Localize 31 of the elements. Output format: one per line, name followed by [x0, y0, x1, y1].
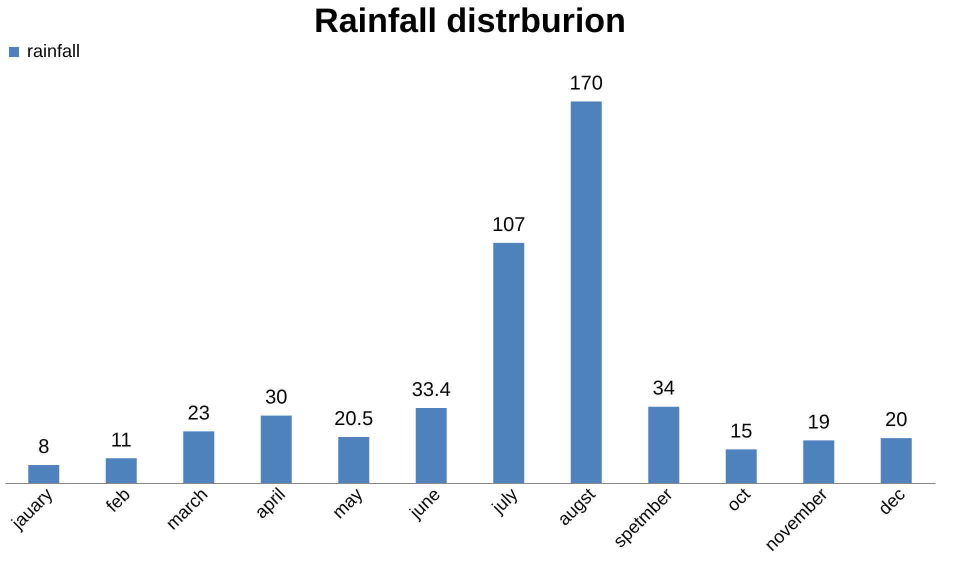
- bar: [648, 406, 680, 483]
- bar: [493, 242, 524, 483]
- data-label: 8: [38, 436, 50, 458]
- data-label: 23: [188, 402, 210, 424]
- bar: [880, 438, 912, 483]
- data-label: 170: [570, 72, 603, 94]
- bar: [106, 458, 137, 483]
- data-label: 30: [265, 386, 288, 409]
- x-tick-label: dec: [874, 484, 909, 519]
- bar: [570, 101, 602, 483]
- x-tick-label: july: [488, 484, 522, 518]
- data-label: 107: [492, 214, 526, 236]
- x-tick-label: may: [328, 484, 366, 522]
- bar: [28, 465, 60, 483]
- bar: [416, 408, 447, 483]
- x-tick-label: feb: [102, 484, 134, 516]
- data-label: 15: [730, 420, 752, 442]
- data-label: 20.5: [334, 408, 374, 430]
- bar: [338, 436, 370, 483]
- data-label: 11: [110, 429, 132, 452]
- data-label: 19: [808, 411, 830, 434]
- chart-title: Rainfall distrburion: [314, 2, 626, 40]
- data-label: 34: [652, 378, 675, 400]
- bar: [183, 431, 214, 483]
- data-label: 33.4: [412, 379, 451, 402]
- bar: [260, 416, 292, 483]
- data-label: 20: [885, 409, 908, 432]
- bar: [803, 440, 834, 483]
- bar: [726, 449, 757, 483]
- legend-label: rainfall: [27, 41, 80, 61]
- x-tick-label: oct: [722, 484, 754, 516]
